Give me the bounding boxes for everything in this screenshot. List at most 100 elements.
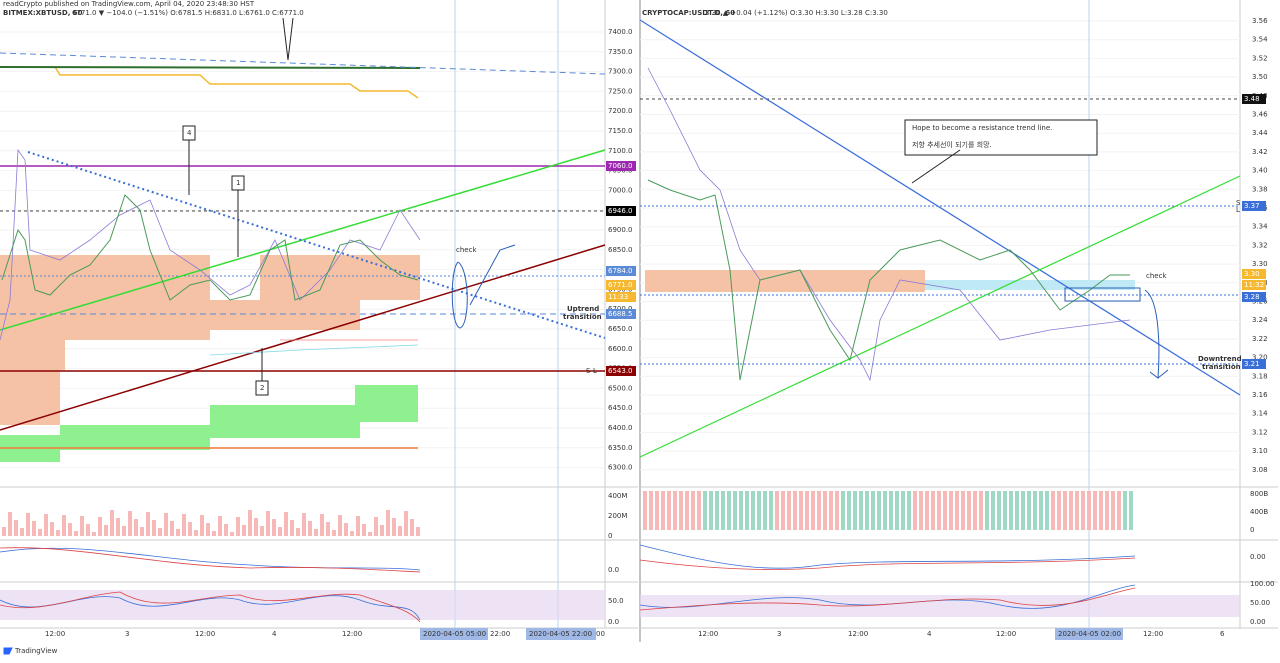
price-tick: 3.08: [1252, 466, 1268, 474]
price-tick: 3.40: [1252, 167, 1268, 175]
annotation-box: [905, 120, 1097, 155]
volume-bar: [182, 514, 186, 536]
volume-bar: [158, 528, 162, 536]
price-tag: [606, 366, 636, 376]
volume-bar: [835, 491, 839, 530]
volume-bar: [320, 514, 324, 536]
volume-bar: [1021, 491, 1025, 530]
volume-bar: [685, 491, 689, 530]
price-tick: 3.54: [1252, 36, 1268, 44]
volume-bar: [1033, 491, 1037, 530]
price-tick: 6450.0: [608, 404, 633, 412]
price-tick: 7300.0: [608, 68, 633, 76]
volume-bar: [272, 519, 276, 536]
volume-bar: [1093, 491, 1097, 530]
callout-number: 2: [260, 384, 264, 392]
volume-bar: [727, 491, 731, 530]
volume-bar: [901, 491, 905, 530]
volume-bar: [74, 531, 78, 536]
volume-bar: [1057, 491, 1061, 530]
volume-bar: [404, 511, 408, 536]
volume-bar: [1009, 491, 1013, 530]
volume-bar: [1087, 491, 1091, 530]
stoch-k: [0, 595, 421, 621]
price-tag-text: 6784.0: [608, 267, 633, 275]
callout-number: 4: [187, 129, 192, 137]
macd-line: [0, 547, 421, 571]
price-tag-text: 11:32: [1244, 281, 1264, 289]
cloud-blue: [925, 280, 1135, 290]
volume-bar: [212, 531, 216, 536]
ohlc: 6771.0 ▼ −104.0 (−1.51%) O:6781.5 H:6831…: [72, 9, 304, 17]
stoch-tick: 50.0: [608, 597, 624, 605]
volume-bar: [1105, 491, 1109, 530]
volume-bar: [667, 491, 671, 530]
time-tag: [1055, 628, 1123, 640]
signal-line: [639, 557, 1136, 570]
price-tick: 3.24: [1252, 316, 1268, 324]
volume-bar: [949, 491, 953, 530]
price-tag: [606, 206, 636, 216]
time-tick: 4: [927, 630, 932, 638]
volume-bar: [895, 491, 899, 530]
annotation: check: [1146, 272, 1167, 280]
footer-brand: TradingView: [14, 647, 58, 655]
callout-number: 1: [236, 179, 240, 187]
volume-bar: [925, 491, 929, 530]
volume-bar: [1129, 491, 1133, 530]
volume-bar: [943, 491, 947, 530]
volume-bar: [410, 519, 414, 536]
volume-bar: [1117, 491, 1121, 530]
volume-bar: [332, 530, 336, 536]
price-tick: 3.44: [1252, 129, 1268, 137]
stoch-band: [0, 590, 605, 620]
time-tick: 22:00: [490, 630, 510, 638]
price-tag: [1242, 94, 1266, 104]
volume-bar: [146, 512, 150, 536]
callout-border: [182, 125, 196, 141]
price-tag: [606, 266, 636, 276]
volume-bar: [242, 525, 246, 536]
volume-bar: [104, 525, 108, 536]
volume-bar: [62, 515, 66, 536]
price-tick: 6400.0: [608, 424, 633, 432]
price-tick: 6350.0: [608, 444, 633, 452]
annotation: Downtrend: [1198, 355, 1242, 363]
volume-bar: [1075, 491, 1079, 530]
volume-bar: [1045, 491, 1049, 530]
price-tick: 7250.0: [608, 87, 633, 95]
volume-bar: [721, 491, 725, 530]
annotation: L: [1236, 206, 1240, 214]
volume-bar: [1081, 491, 1085, 530]
time-tick: 12:00: [195, 630, 215, 638]
volume-bar: [50, 522, 54, 536]
volume-bar: [655, 491, 659, 530]
price-tag-text: 3.37: [1244, 202, 1260, 210]
volume-bar: [703, 491, 707, 530]
time-tick: 12:00: [1143, 630, 1163, 638]
time-tag: [420, 628, 488, 640]
volume-bar: [1063, 491, 1067, 530]
annotation-pointer: [911, 149, 961, 184]
check-box: [1064, 287, 1141, 302]
price-tick: 7150.0: [608, 127, 633, 135]
volume-bar: [751, 491, 755, 530]
macd-tick: 0.00: [1250, 553, 1266, 561]
volume-bar: [416, 527, 420, 536]
price-tick: 3.42: [1252, 148, 1268, 156]
time-tick: 12:00: [698, 630, 718, 638]
trend-line: [0, 244, 606, 431]
time-tick: 12:00: [342, 630, 362, 638]
volume-bar: [1123, 491, 1127, 530]
trend-line: [0, 149, 606, 331]
check-mark: [451, 261, 468, 329]
price-tick: 6500.0: [608, 384, 633, 392]
time-tick: 3: [777, 630, 781, 638]
volume-bar: [715, 491, 719, 530]
volume-bar: [739, 491, 743, 530]
volume-bar: [919, 491, 923, 530]
volume-bar: [961, 491, 965, 530]
volume-bar: [350, 531, 354, 536]
volume-bar: [847, 491, 851, 530]
price-tick: 3.46: [1252, 111, 1268, 119]
